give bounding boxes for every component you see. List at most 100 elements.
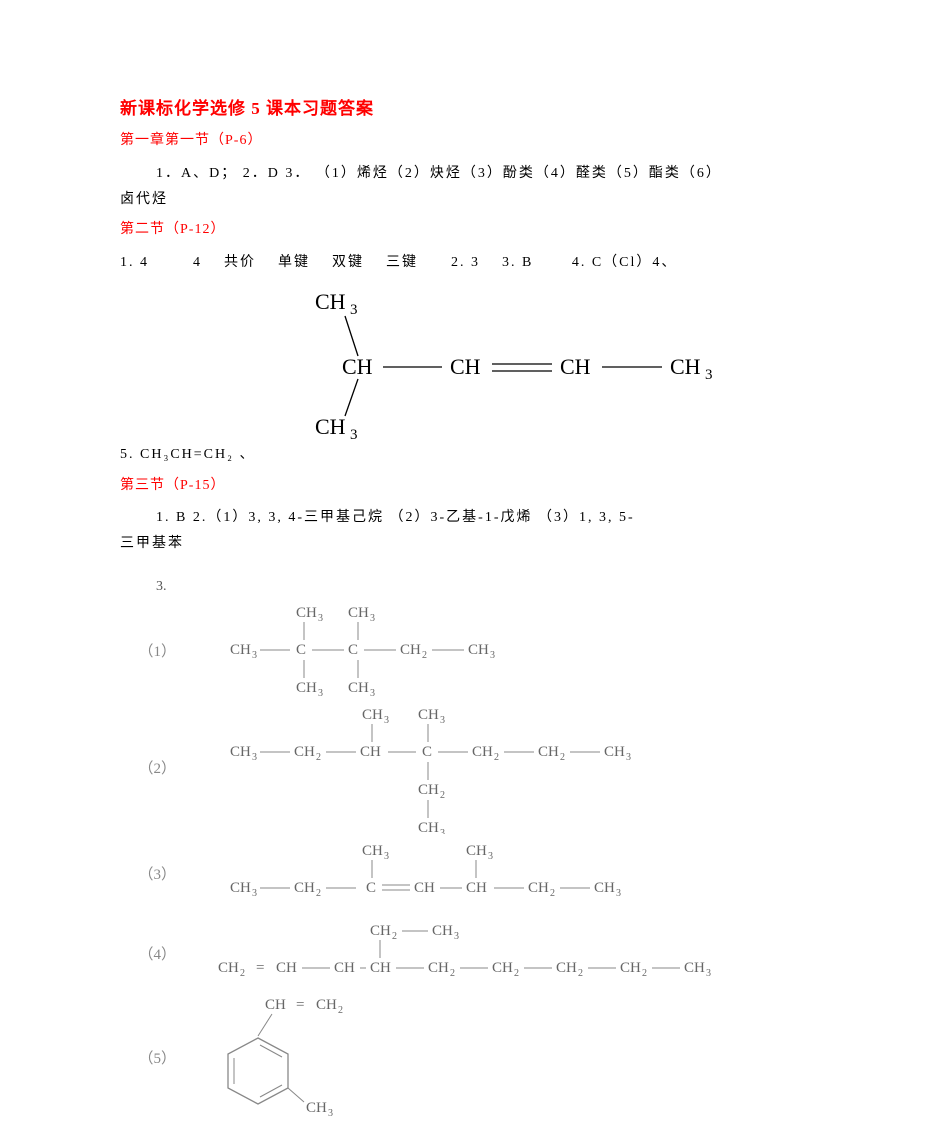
svg-text:CH: CH bbox=[334, 960, 355, 976]
svg-text:3: 3 bbox=[384, 851, 389, 862]
svg-text:CH: CH bbox=[414, 880, 435, 896]
svg-text:CH: CH bbox=[492, 960, 513, 976]
svg-text:3: 3 bbox=[490, 650, 495, 661]
question-3-label: 3. bbox=[120, 576, 845, 598]
svg-text:CH: CH bbox=[370, 960, 391, 976]
svg-text:2: 2 bbox=[642, 968, 647, 979]
q3-sub-1: （1） CH3 CH3 CH3 C C CH2 CH3 CH3 CH3 bbox=[120, 602, 845, 702]
svg-text:3: 3 bbox=[705, 367, 713, 383]
svg-text:CH: CH bbox=[294, 880, 315, 896]
svg-text:CH: CH bbox=[348, 605, 369, 621]
sub-num-5: （5） bbox=[120, 1047, 200, 1071]
svg-text:3: 3 bbox=[384, 715, 389, 726]
svg-text:3: 3 bbox=[454, 931, 459, 942]
svg-text:3: 3 bbox=[350, 427, 358, 443]
chem-structure-main: CH3 CH CH CH CH3 CH3 bbox=[120, 284, 845, 444]
svg-text:CH: CH bbox=[276, 960, 297, 976]
document-title: 新课标化学选修 5 课本习题答案 bbox=[120, 95, 845, 122]
svg-text:2: 2 bbox=[316, 752, 321, 763]
svg-text:3: 3 bbox=[252, 752, 257, 763]
svg-text:2: 2 bbox=[450, 968, 455, 979]
svg-text:2: 2 bbox=[514, 968, 519, 979]
svg-text:CH: CH bbox=[315, 289, 346, 314]
svg-text:CH: CH bbox=[360, 744, 381, 760]
svg-text:CH: CH bbox=[670, 354, 701, 379]
svg-text:CH: CH bbox=[342, 354, 373, 379]
svg-text:CH: CH bbox=[400, 642, 421, 658]
section-2-line-1: 1. 4 4 共价 单键 双键 三键 2. 3 3. B 4. C（Cl）4、 bbox=[120, 252, 845, 274]
svg-text:CH: CH bbox=[296, 605, 317, 621]
svg-text:2: 2 bbox=[240, 968, 245, 979]
svg-text:2: 2 bbox=[440, 790, 445, 801]
svg-text:CH: CH bbox=[294, 744, 315, 760]
svg-text:CH: CH bbox=[362, 707, 383, 723]
svg-text:CH: CH bbox=[466, 880, 487, 896]
svg-text:CH: CH bbox=[418, 820, 439, 834]
svg-text:CH: CH bbox=[604, 744, 625, 760]
svg-text:3: 3 bbox=[488, 851, 493, 862]
svg-text:2: 2 bbox=[560, 752, 565, 763]
svg-text:CH: CH bbox=[466, 843, 487, 859]
svg-text:3: 3 bbox=[370, 688, 375, 699]
sub-num-3: （3） bbox=[120, 863, 200, 887]
section-1-line-1: 1．A、D； 2．D 3． （1）烯烃（2）炔烃（3）酚类（4）醛类（5）酯类（… bbox=[120, 163, 845, 185]
svg-text:CH: CH bbox=[472, 744, 493, 760]
svg-text:=: = bbox=[296, 997, 304, 1013]
svg-text:CH: CH bbox=[316, 997, 337, 1013]
section-3-header: 第三节（P-15） bbox=[120, 475, 845, 497]
svg-text:3: 3 bbox=[706, 968, 711, 979]
svg-text:3: 3 bbox=[328, 1108, 333, 1119]
svg-text:CH: CH bbox=[556, 960, 577, 976]
svg-text:CH: CH bbox=[362, 843, 383, 859]
chem-structure-2: CH3 CH3 CH3 CH2 CH C CH2 CH2 CH3 CH2 CH3 bbox=[200, 704, 680, 834]
chem-structure-4: CH2 CH3 CH2 = CH CH X CH2 CH3 CH2 = bbox=[200, 920, 760, 990]
q3-sub-2: （2） CH3 CH3 CH3 CH2 CH C CH2 CH2 CH3 CH2… bbox=[120, 704, 845, 834]
svg-text:3: 3 bbox=[370, 613, 375, 624]
svg-text:3: 3 bbox=[626, 752, 631, 763]
svg-text:=: = bbox=[256, 960, 264, 976]
svg-text:CH: CH bbox=[450, 354, 481, 379]
svg-text:CH: CH bbox=[538, 744, 559, 760]
chem-structure-1: CH3 CH3 CH3 C C CH2 CH3 CH3 CH3 bbox=[200, 602, 560, 702]
svg-text:CH: CH bbox=[230, 880, 251, 896]
svg-text:CH: CH bbox=[594, 880, 615, 896]
sub-num-2: （2） bbox=[120, 757, 200, 781]
svg-text:CH: CH bbox=[370, 923, 391, 939]
svg-text:3: 3 bbox=[616, 888, 621, 899]
svg-text:CH: CH bbox=[265, 997, 286, 1013]
svg-text:CH: CH bbox=[428, 960, 449, 976]
svg-text:CH: CH bbox=[418, 782, 439, 798]
svg-text:3: 3 bbox=[440, 828, 445, 834]
chem-structure-3: CH3 CH3 CH3 CH2 C CH CH CH2 CH3 bbox=[200, 840, 680, 910]
svg-text:2: 2 bbox=[392, 931, 397, 942]
svg-text:3: 3 bbox=[350, 302, 358, 318]
svg-text:CH: CH bbox=[296, 680, 317, 696]
svg-text:2: 2 bbox=[338, 1005, 343, 1016]
svg-text:CH: CH bbox=[315, 414, 346, 439]
svg-text:C: C bbox=[348, 642, 358, 658]
q3-sub-4: （4） CH2 CH3 CH2 = CH CH X CH2 CH3 bbox=[120, 920, 845, 990]
svg-text:2: 2 bbox=[550, 888, 555, 899]
svg-text:CH: CH bbox=[230, 744, 251, 760]
svg-text:CH: CH bbox=[306, 1100, 327, 1116]
section-3-line-2: 三甲基苯 bbox=[120, 533, 845, 555]
svg-text:3: 3 bbox=[318, 613, 323, 624]
section-2-header: 第二节（P-12） bbox=[120, 219, 845, 241]
svg-text:CH: CH bbox=[528, 880, 549, 896]
svg-text:CH: CH bbox=[230, 642, 251, 658]
svg-text:3: 3 bbox=[318, 688, 323, 699]
svg-text:3: 3 bbox=[252, 650, 257, 661]
svg-text:3: 3 bbox=[440, 715, 445, 726]
svg-text:2: 2 bbox=[316, 888, 321, 899]
section-1-line-2: 卤代烃 bbox=[120, 189, 845, 211]
q3-sub-3: （3） CH3 CH3 CH3 CH2 C CH CH CH2 CH3 bbox=[120, 840, 845, 910]
section-3-line-1: 1. B 2.（1）3, 3, 4-三甲基己烷 （2）3-乙基-1-戊烯 （3）… bbox=[120, 507, 845, 529]
svg-text:2: 2 bbox=[422, 650, 427, 661]
svg-text:CH: CH bbox=[348, 680, 369, 696]
svg-text:CH: CH bbox=[684, 960, 705, 976]
svg-text:CH: CH bbox=[218, 960, 239, 976]
svg-text:2: 2 bbox=[494, 752, 499, 763]
svg-text:C: C bbox=[366, 880, 376, 896]
svg-text:CH: CH bbox=[468, 642, 489, 658]
svg-text:C: C bbox=[296, 642, 306, 658]
